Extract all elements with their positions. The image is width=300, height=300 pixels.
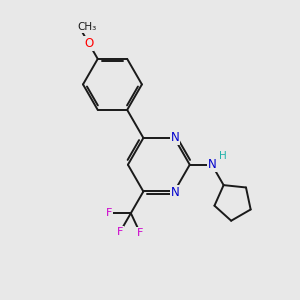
Text: F: F — [137, 228, 143, 238]
Text: F: F — [117, 227, 123, 237]
Text: H: H — [219, 152, 227, 161]
Text: O: O — [84, 37, 94, 50]
Text: N: N — [170, 186, 179, 199]
Text: CH₃: CH₃ — [78, 22, 97, 32]
Text: N: N — [208, 158, 216, 171]
Text: F: F — [106, 208, 112, 218]
Text: N: N — [170, 131, 179, 144]
